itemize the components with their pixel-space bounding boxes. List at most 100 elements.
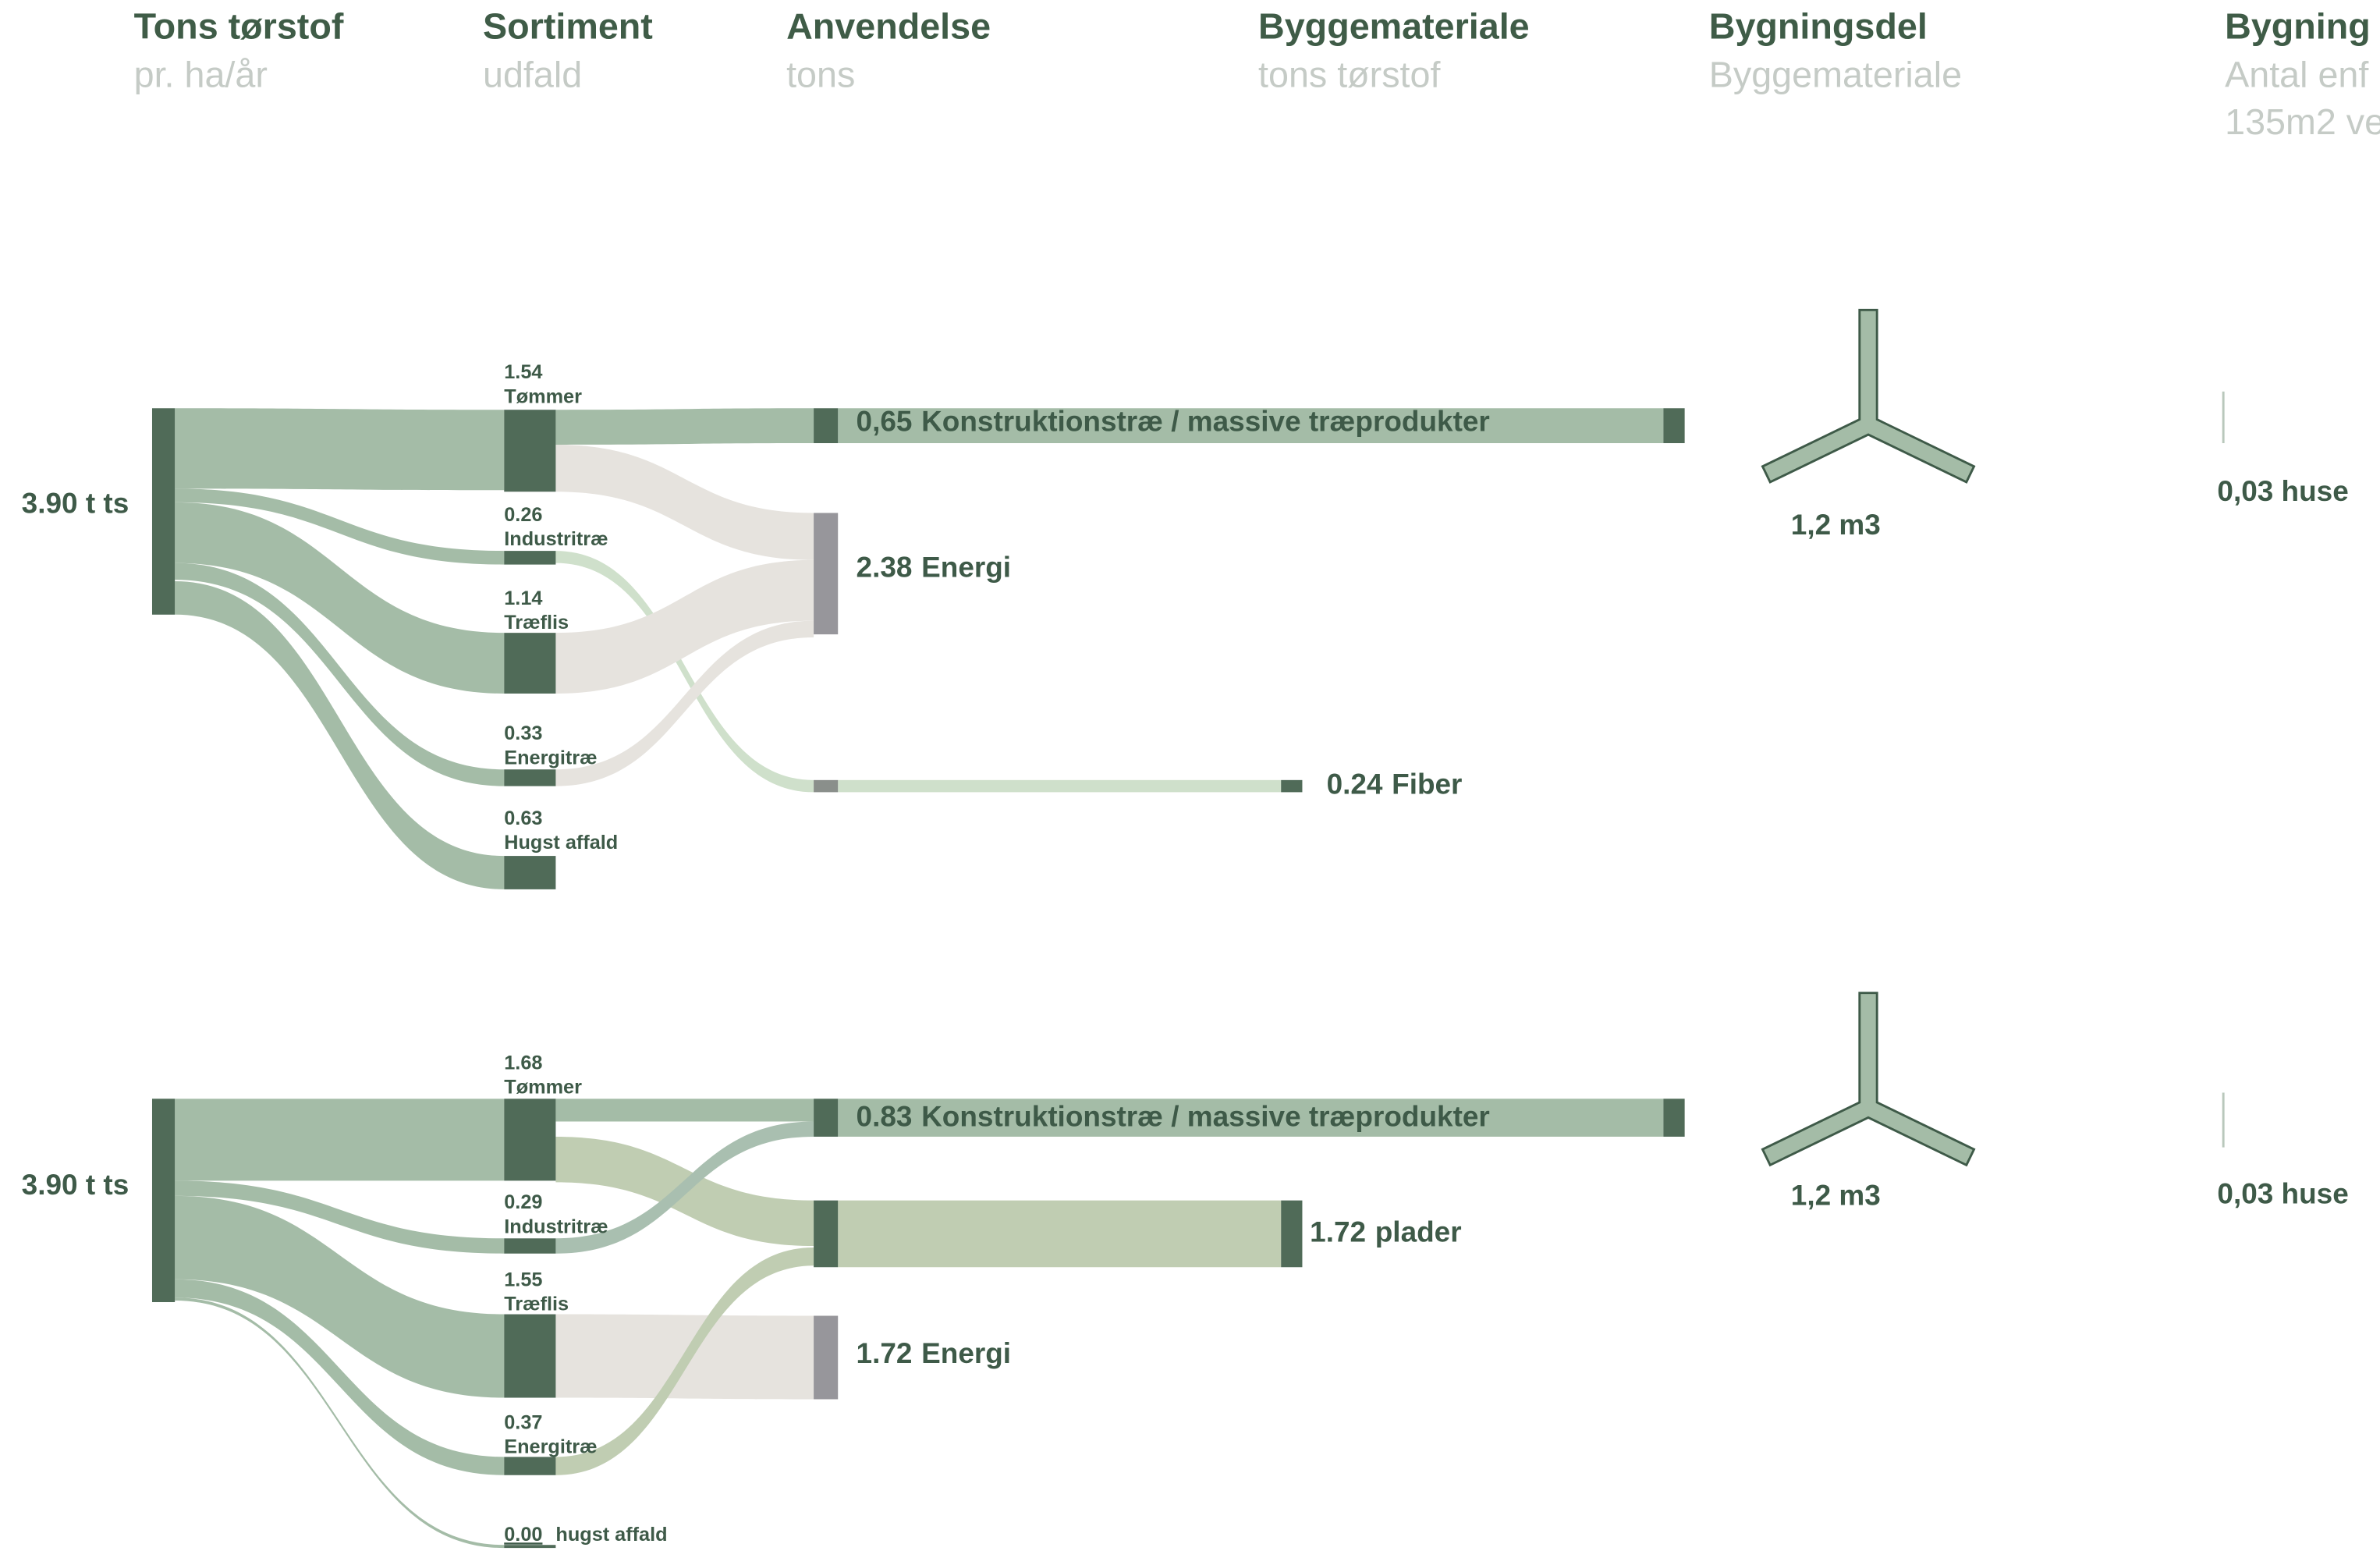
sortiment-value: 0.33 <box>504 722 542 744</box>
sortiment-value: 1.68 <box>504 1052 542 1074</box>
use-node <box>814 408 839 443</box>
use-label-value: 1.72 <box>857 1337 913 1369</box>
beam-face <box>1764 1098 1878 1164</box>
sortiment-node <box>504 1314 556 1398</box>
building-part-label: 1,2 m3 <box>1791 1180 1881 1212</box>
sortiment-node <box>504 856 556 889</box>
sortiment-node <box>504 1098 556 1181</box>
sortiment-name: Energitræ <box>504 1436 597 1457</box>
column-title: Anvendelse <box>786 5 991 46</box>
sortiment-name: hugst affald <box>555 1524 667 1546</box>
column-title: Bygning <box>2225 5 2371 46</box>
beam-icon <box>1761 308 1976 484</box>
use-label: 0,65 Konstruktionstræ / massive træproduk… <box>857 405 1490 437</box>
use-label: 0.83 Konstruktionstræ / massive træproduk… <box>857 1100 1490 1132</box>
flow <box>555 1121 814 1254</box>
use-node <box>814 1315 839 1400</box>
sortiment-node <box>504 633 556 694</box>
flow <box>555 551 814 793</box>
houses-label: 0,03 huse <box>2217 475 2348 507</box>
flow <box>175 502 505 694</box>
sortiment-node <box>504 1545 556 1549</box>
sortiment-name: Tømmer <box>504 385 582 407</box>
sortiment-node <box>504 551 556 565</box>
sortiment-value: 0.63 <box>504 807 542 829</box>
use-node <box>814 1200 839 1268</box>
beam-face <box>1764 414 1878 481</box>
flow <box>175 1279 505 1475</box>
column-title: Tons tørstof <box>134 5 344 46</box>
use-label-value: 2.38 <box>857 551 913 583</box>
sortiment-value: 0.26 <box>504 504 542 526</box>
sortiment-name: Træflis <box>504 612 569 634</box>
use-label-value: 0.83 <box>857 1100 913 1132</box>
flow <box>175 563 505 786</box>
sortiment-node <box>504 769 556 786</box>
column-subtitle: Byggemateriale <box>1709 55 1962 95</box>
flow <box>175 1195 505 1398</box>
column-subtitle: tons tørstof <box>1258 55 1441 95</box>
use-label: 0.24 Fiber <box>1327 768 1463 800</box>
column-title: Bygningsdel <box>1709 5 1928 46</box>
use-label-value: 1.72 <box>1310 1216 1366 1248</box>
use-label: 1.72 plader <box>1310 1216 1461 1248</box>
use-label-name: Energi <box>921 1337 1011 1369</box>
flow <box>555 408 814 445</box>
column-subtitle: Antal enf <box>2225 55 2369 95</box>
sortiment-value: 0.37 <box>504 1411 542 1433</box>
flow <box>175 1098 505 1181</box>
sortiment-value: 0.00 <box>504 1524 542 1546</box>
sortiment-node <box>504 1238 556 1254</box>
sortiment-name: Energitræ <box>504 747 597 768</box>
source-node <box>151 1098 176 1302</box>
material-node <box>1281 1200 1303 1268</box>
material-node <box>1663 408 1685 443</box>
sortiment-name: Træflis <box>504 1294 569 1315</box>
use-label-name: Konstruktionstræ / massive træprodukter <box>921 405 1490 437</box>
sortiment-value: 0.29 <box>504 1191 542 1213</box>
sortiment-name: Tømmer <box>504 1076 582 1098</box>
use-node <box>814 1098 839 1137</box>
column-title: Byggemateriale <box>1258 5 1530 46</box>
material-node <box>1663 1098 1685 1137</box>
use-label-name: Konstruktionstræ / massive træprodukter <box>921 1100 1490 1132</box>
flow <box>555 1247 814 1475</box>
sortiment-name: Industritræ <box>504 1216 608 1237</box>
flow <box>175 1180 505 1254</box>
use-label-name: Energi <box>921 551 1011 583</box>
use-band <box>838 779 1282 793</box>
use-band <box>838 1098 1664 1137</box>
sortiment-value: 1.55 <box>504 1269 542 1290</box>
use-label-value: 0,65 <box>857 405 913 437</box>
source-label: 3.90 t ts <box>22 488 129 520</box>
flow <box>175 408 505 491</box>
flow <box>175 581 505 889</box>
use-label: 1.72 Energi <box>857 1337 1012 1369</box>
sortiment-node <box>504 1457 556 1475</box>
use-label: 2.38 Energi <box>857 551 1012 583</box>
sortiment-name: Hugst affald <box>504 832 618 854</box>
source-node <box>151 408 176 615</box>
beam-face <box>1858 1098 1973 1164</box>
column-title: Sortiment <box>483 5 653 46</box>
flow <box>555 1098 814 1122</box>
sortiment-node <box>504 410 556 492</box>
use-label-name: Fiber <box>1392 768 1462 800</box>
beam-icon <box>1761 992 1976 1167</box>
column-subtitle: udfald <box>483 55 582 95</box>
flow <box>175 1297 505 1549</box>
use-band <box>838 1200 1282 1268</box>
beam-face <box>1858 414 1973 481</box>
use-node <box>814 779 839 793</box>
flow <box>175 488 505 565</box>
source-label: 3.90 t ts <box>22 1169 129 1201</box>
column-subtitle: 135m2 ve <box>2225 101 2380 142</box>
use-label-name: plader <box>1375 1216 1462 1248</box>
building-part-label: 1,2 m3 <box>1791 509 1881 541</box>
flow <box>555 620 814 786</box>
houses-label: 0,03 huse <box>2217 1178 2348 1210</box>
use-label-value: 0.24 <box>1327 768 1383 800</box>
column-subtitle: tons <box>786 55 855 95</box>
sortiment-name: Industritræ <box>504 528 608 550</box>
